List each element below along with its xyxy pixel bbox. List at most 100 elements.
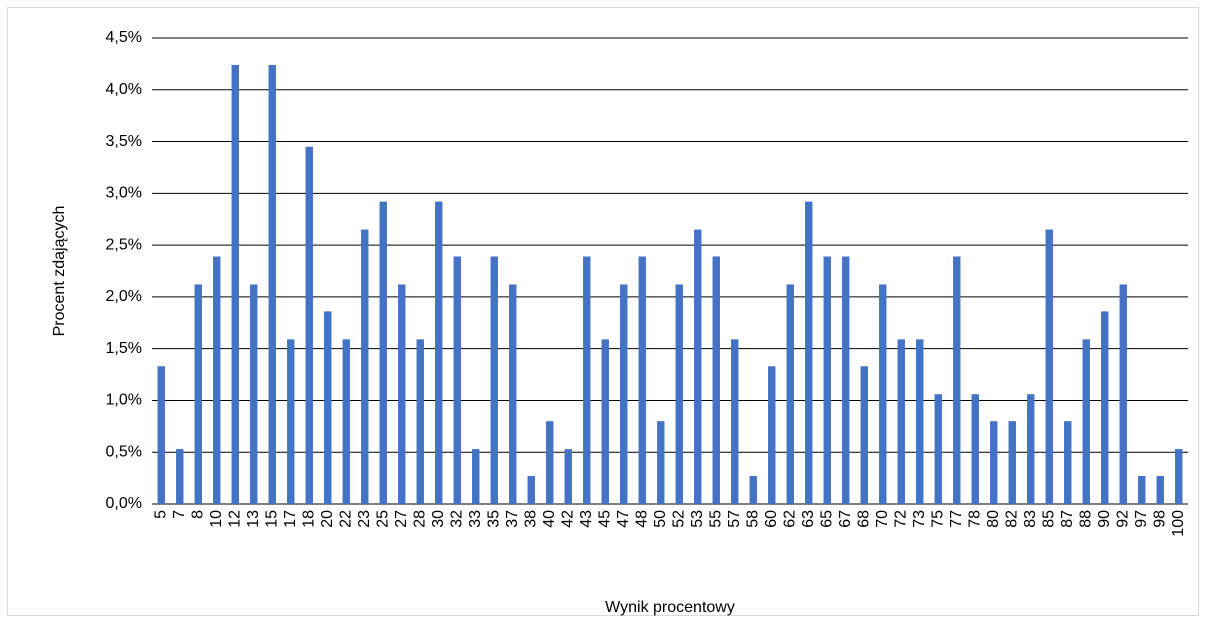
bar — [546, 421, 554, 504]
bar — [1064, 421, 1072, 504]
x-tick-label: 90 — [1096, 510, 1113, 528]
bar — [1156, 476, 1164, 504]
bar — [897, 339, 905, 504]
x-tick-label: 47 — [615, 510, 632, 528]
x-tick-label: 52 — [670, 510, 687, 528]
x-tick-label: 15 — [263, 510, 280, 528]
x-tick-label: 55 — [707, 510, 724, 528]
x-tick-label: 68 — [855, 510, 872, 528]
y-tick-label: 2,0% — [106, 288, 142, 305]
y-tick-label: 0,5% — [106, 443, 142, 460]
x-tick-label: 12 — [226, 510, 243, 528]
bar — [879, 284, 887, 504]
x-tick-label: 33 — [467, 510, 484, 528]
y-tick-label: 0,0% — [106, 495, 142, 512]
y-tick-label: 1,0% — [106, 392, 142, 409]
bar — [453, 256, 461, 504]
x-tick-label: 17 — [282, 510, 299, 528]
x-tick-label: 92 — [1114, 510, 1131, 528]
x-tick-label: 5 — [152, 510, 169, 519]
bar — [157, 366, 165, 504]
bar — [213, 256, 221, 504]
x-tick-label: 67 — [837, 510, 854, 528]
bar — [694, 229, 702, 505]
bar — [250, 284, 258, 504]
bar — [934, 394, 942, 504]
chart-frame — [7, 7, 1199, 616]
bar — [1175, 449, 1183, 504]
x-tick-label: 63 — [800, 510, 817, 528]
bar — [768, 366, 776, 504]
bar — [268, 64, 276, 505]
x-tick-label: 48 — [633, 510, 650, 528]
bar — [490, 256, 498, 504]
y-tick-label: 2,5% — [106, 236, 142, 253]
bar — [1138, 476, 1146, 504]
x-axis-title: Wynik procentowy — [605, 599, 735, 616]
bar — [990, 421, 998, 504]
x-tick-label: 57 — [726, 510, 743, 528]
bar — [176, 449, 184, 504]
bar — [194, 284, 202, 504]
x-tick-label: 35 — [485, 510, 502, 528]
x-tick-label: 8 — [189, 510, 206, 519]
bar — [971, 394, 979, 504]
x-tick-label: 58 — [744, 510, 761, 528]
bar — [731, 339, 739, 504]
x-tick-label: 43 — [578, 510, 595, 528]
bar — [435, 201, 443, 504]
bar — [953, 256, 961, 504]
bar — [1119, 284, 1127, 504]
bar — [361, 229, 369, 505]
x-tick-label: 28 — [411, 510, 428, 528]
x-tick-label: 42 — [559, 510, 576, 528]
x-tick-label: 87 — [1059, 510, 1076, 528]
y-tick-label: 3,0% — [106, 185, 142, 202]
y-tick-label: 3,5% — [106, 133, 142, 150]
bar — [675, 284, 683, 504]
x-tick-label: 98 — [1151, 510, 1168, 528]
x-tick-label: 40 — [541, 510, 558, 528]
bar — [1101, 311, 1109, 504]
bar — [379, 201, 387, 504]
bar — [527, 476, 535, 504]
bar — [1008, 421, 1016, 504]
x-tick-label: 38 — [522, 510, 539, 528]
y-tick-label: 4,5% — [106, 29, 142, 46]
bar — [786, 284, 794, 504]
bar — [638, 256, 646, 504]
bar — [342, 339, 350, 504]
x-tick-label: 7 — [171, 510, 188, 519]
x-tick-label: 77 — [948, 510, 965, 528]
y-tick-label: 4,0% — [106, 81, 142, 98]
x-tick-label: 72 — [892, 510, 909, 528]
x-tick-label: 97 — [1133, 510, 1150, 528]
bar — [416, 339, 424, 504]
bar — [712, 256, 720, 504]
bar — [1045, 229, 1053, 505]
x-tick-label: 10 — [208, 510, 225, 528]
x-tick-label: 60 — [763, 510, 780, 528]
x-tick-label: 37 — [504, 510, 521, 528]
bar — [860, 366, 868, 504]
bar — [398, 284, 406, 504]
x-tick-label: 80 — [985, 510, 1002, 528]
x-tick-label: 78 — [966, 510, 983, 528]
bar — [564, 449, 572, 504]
x-tick-label: 20 — [319, 510, 336, 528]
bar — [601, 339, 609, 504]
x-tick-label: 65 — [818, 510, 835, 528]
bar — [842, 256, 850, 504]
x-tick-label: 75 — [929, 510, 946, 528]
x-tick-label: 82 — [1003, 510, 1020, 528]
x-tick-label: 73 — [911, 510, 928, 528]
bar — [1027, 394, 1035, 504]
bar — [620, 284, 628, 504]
x-tick-label: 23 — [356, 510, 373, 528]
x-tick-label: 18 — [300, 510, 317, 528]
bar — [749, 476, 757, 504]
bar — [305, 146, 313, 504]
x-tick-label: 85 — [1040, 510, 1057, 528]
x-tick-label: 88 — [1077, 510, 1094, 528]
